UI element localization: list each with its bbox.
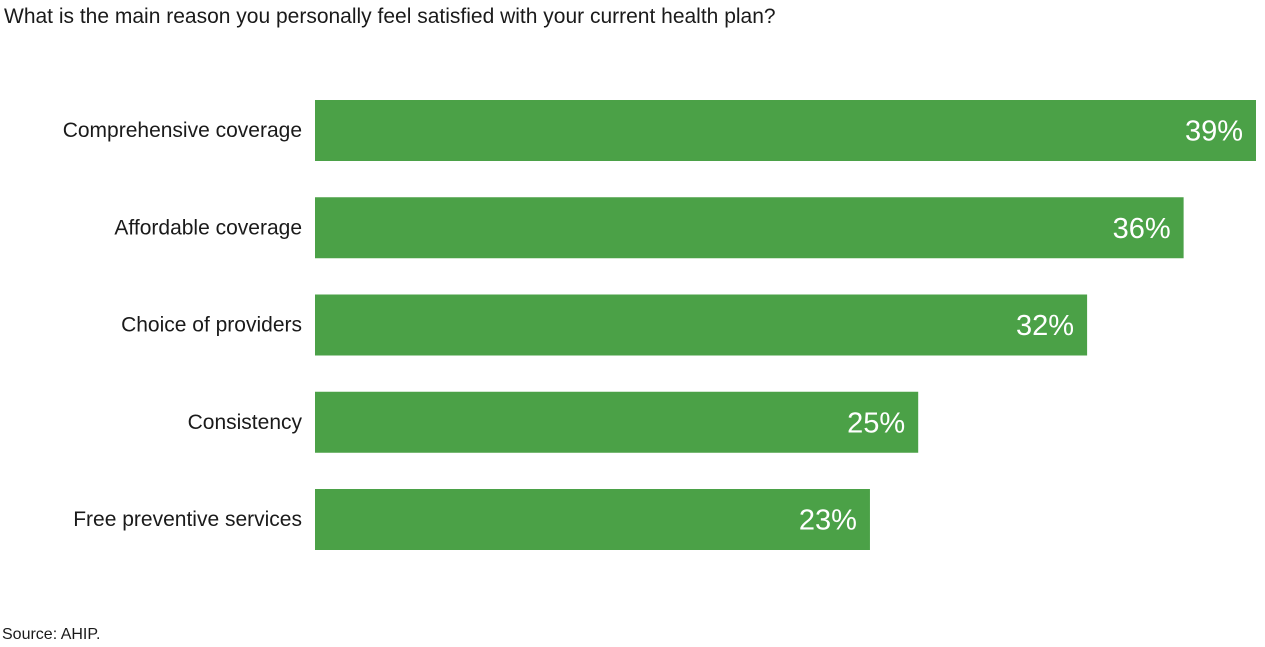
value-label-3: 25% bbox=[847, 407, 905, 439]
bar-0 bbox=[315, 100, 1256, 161]
category-label-3: Consistency bbox=[188, 411, 303, 434]
value-label-4: 23% bbox=[799, 505, 857, 537]
category-label-2: Choice of providers bbox=[121, 314, 302, 337]
source-note: Source: AHIP. bbox=[2, 626, 101, 643]
bar-3 bbox=[315, 391, 919, 453]
category-label-0: Comprehensive coverage bbox=[63, 119, 302, 142]
bar-4 bbox=[315, 489, 870, 550]
category-label-4: Free preventive services bbox=[73, 508, 302, 531]
value-label-2: 32% bbox=[1016, 310, 1074, 342]
value-label-1: 36% bbox=[1113, 213, 1171, 245]
bar-2 bbox=[315, 294, 1088, 356]
chart-title: What is the main reason you personally f… bbox=[4, 5, 776, 28]
value-label-0: 39% bbox=[1185, 116, 1243, 148]
bar-1 bbox=[315, 197, 1184, 259]
category-label-1: Affordable coverage bbox=[114, 216, 302, 239]
